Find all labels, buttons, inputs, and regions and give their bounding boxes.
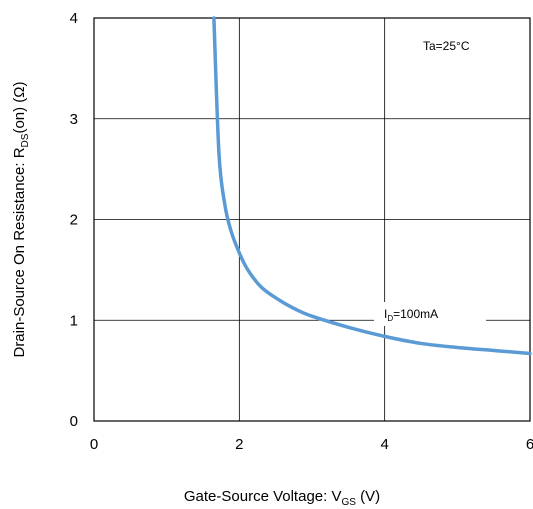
x-axis-label-subscript: GS bbox=[341, 497, 356, 508]
current-label-background bbox=[374, 302, 486, 326]
x-tick-label: 2 bbox=[235, 436, 243, 453]
series-line-rds bbox=[212, 16, 532, 356]
plot-frame bbox=[93, 17, 531, 422]
y-tick-labels: 0 1 2 3 4 bbox=[70, 10, 78, 430]
y-tick-label: 0 bbox=[70, 413, 78, 430]
y-tick-label: 2 bbox=[70, 212, 78, 229]
x-axis-label: Gate-Source Voltage: VGS (V) bbox=[184, 488, 380, 508]
y-axis-label-main: Drain-Source On Resistance: R bbox=[11, 147, 28, 357]
current-label: ID=100mA bbox=[384, 307, 438, 323]
current-label-rest: =100mA bbox=[393, 307, 438, 321]
grid bbox=[94, 18, 530, 421]
y-tick-label: 4 bbox=[70, 10, 78, 27]
current-label-main: I bbox=[384, 307, 387, 321]
x-tick-labels: 0 2 4 6 bbox=[90, 436, 533, 453]
condition-label: Ta=25°C bbox=[423, 39, 470, 53]
y-tick-label: 3 bbox=[70, 111, 78, 128]
x-tick-label: 4 bbox=[380, 436, 388, 453]
x-axis-label-unit: (V) bbox=[356, 488, 380, 505]
current-label-subscript: D bbox=[387, 314, 393, 323]
y-axis-label-subscript: DS bbox=[20, 133, 31, 147]
y-axis-label-unit: (on) (Ω) bbox=[11, 81, 28, 133]
y-tick-label: 1 bbox=[70, 312, 78, 329]
x-tick-label: 6 bbox=[526, 436, 533, 453]
x-tick-label: 0 bbox=[90, 436, 98, 453]
y-axis-label: Drain-Source On Resistance: RDS(on) (Ω) bbox=[11, 81, 31, 357]
x-axis-label-main: Gate-Source Voltage: V bbox=[184, 488, 342, 505]
